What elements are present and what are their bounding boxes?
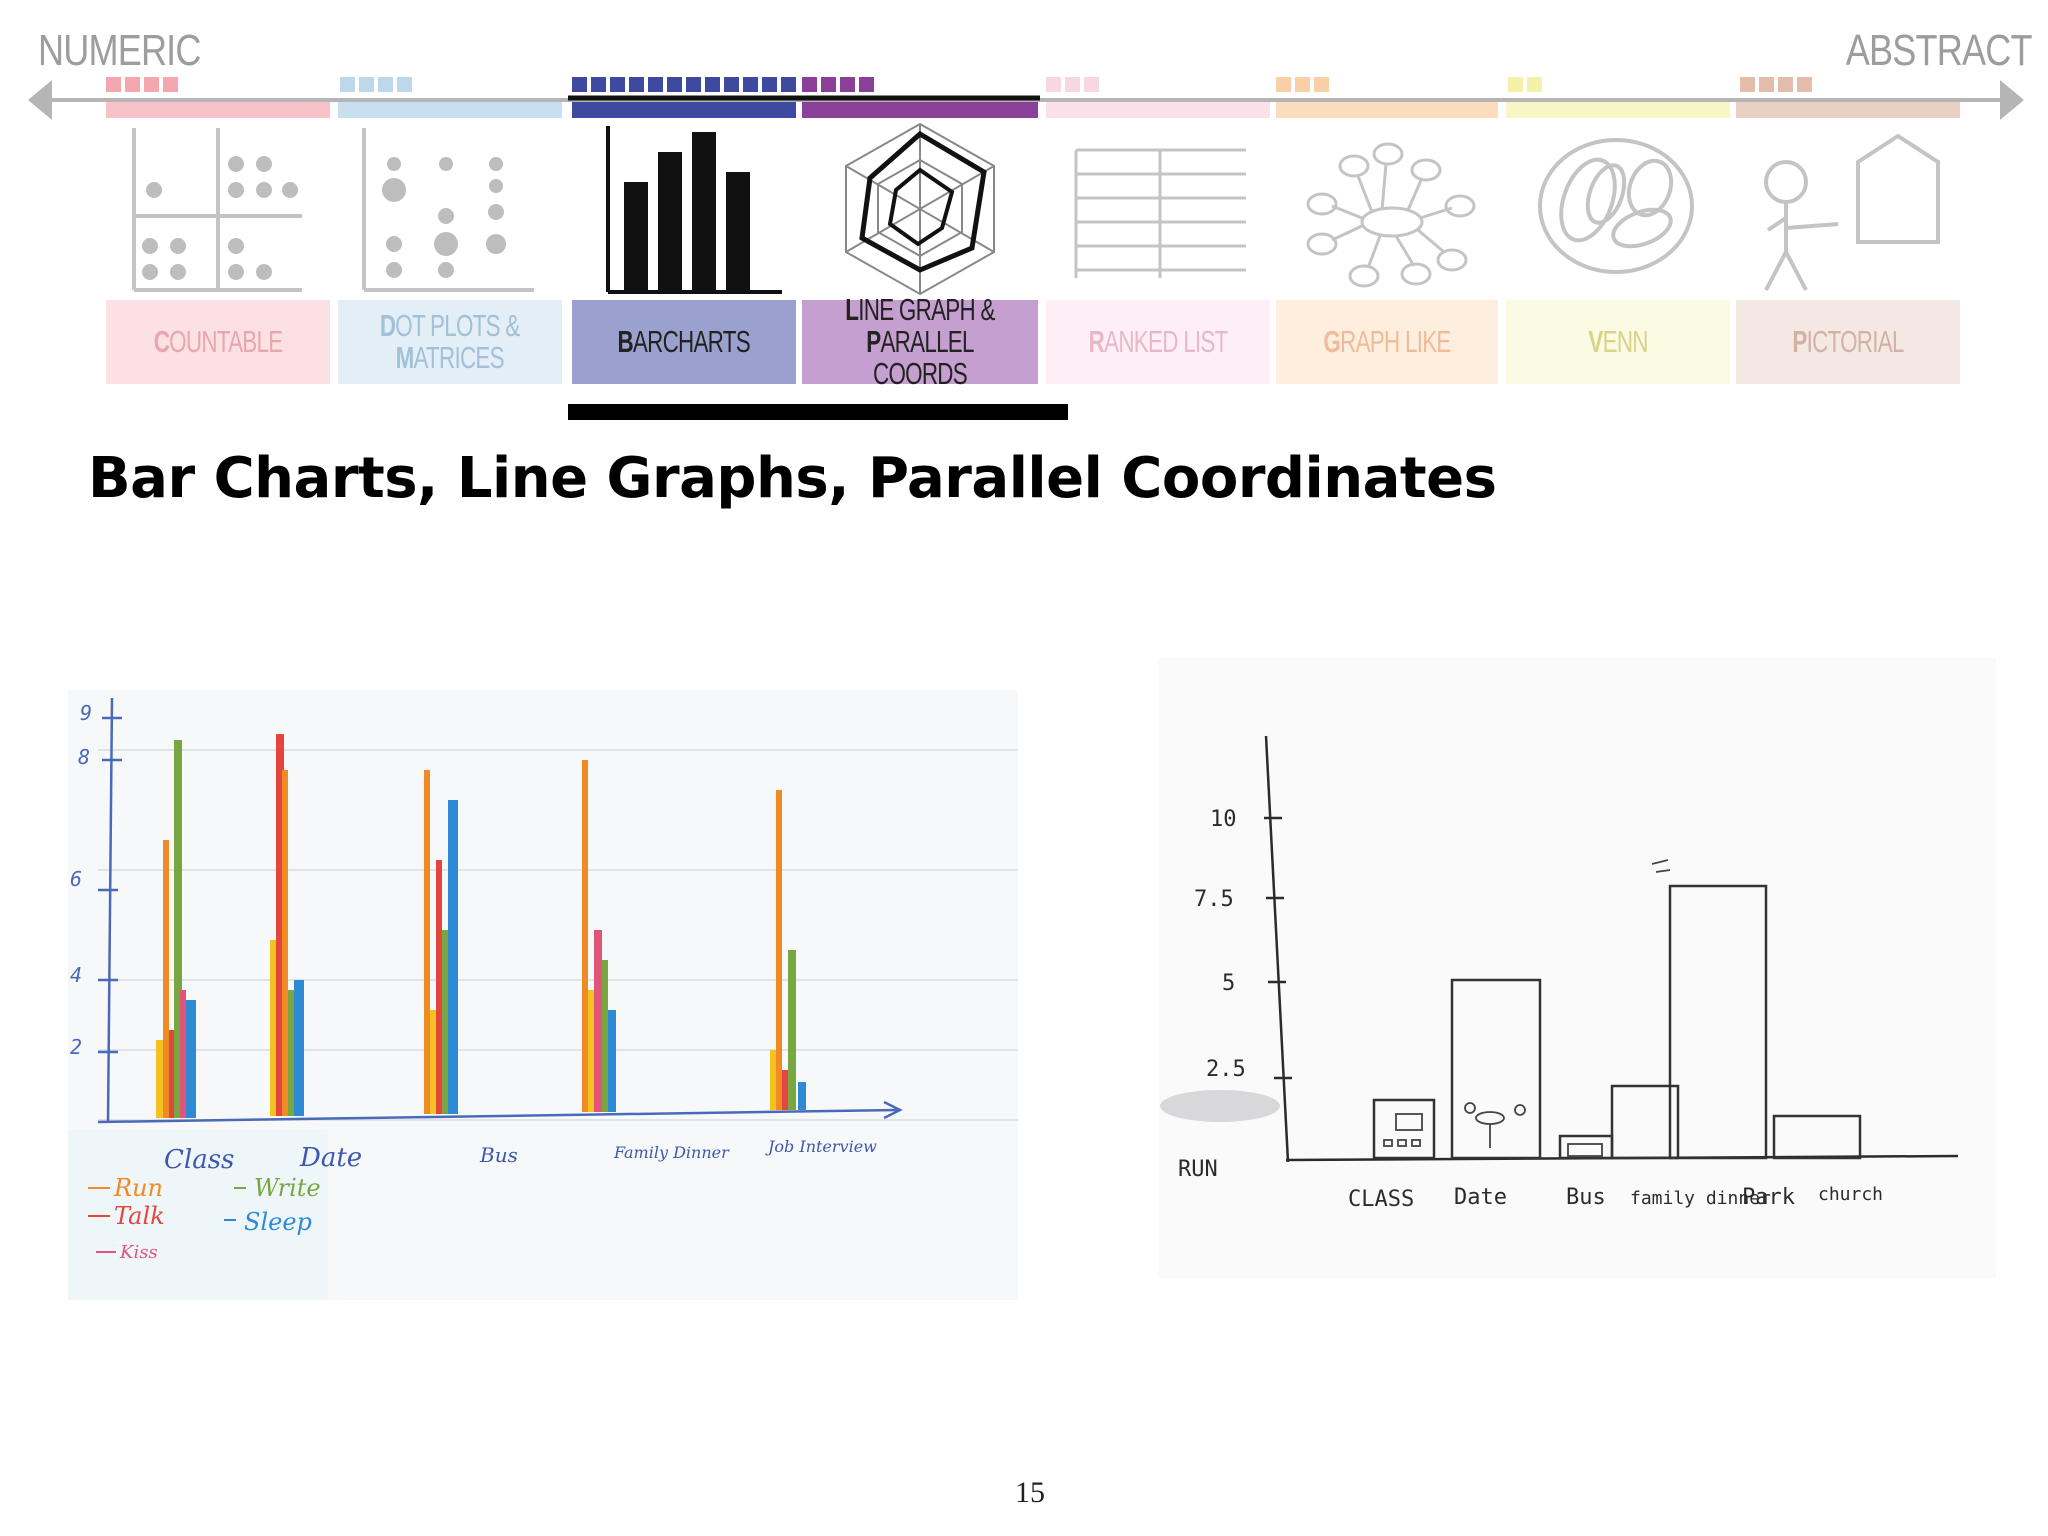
- right-x-label: Park: [1742, 1185, 1795, 1210]
- right-y-tick: 5: [1222, 971, 1235, 996]
- sketch-bar-group-date: [270, 734, 304, 1116]
- category-label-venn: VENN: [1588, 324, 1648, 359]
- left-legend: Run Talk Kiss Write Sleep: [88, 1174, 321, 1263]
- right-x-label: family dinner: [1630, 1188, 1771, 1209]
- barcharts-squares: [572, 77, 796, 92]
- line-graph-bar: [802, 102, 1038, 118]
- right-y-tick: 2.5: [1206, 1057, 1246, 1082]
- right-x-label: Bus: [1566, 1185, 1606, 1210]
- barcharts-bar: [572, 102, 796, 118]
- legend-talk: Talk: [114, 1202, 165, 1230]
- category-label-pictorial: PICTORIAL: [1792, 324, 1904, 359]
- countable-bar: [106, 102, 330, 118]
- sketch-bar-group-family-dinner: [582, 760, 616, 1112]
- sketch-colored-bar-chart: 9 8 6 4 2: [68, 690, 1018, 1300]
- left-y-tick: 4: [70, 963, 82, 987]
- ranked-list-table-icon: [1074, 148, 1246, 278]
- right-x-label: church: [1818, 1184, 1883, 1205]
- left-y-tick: 9: [80, 701, 92, 725]
- sketch-doodles: [1383, 859, 1671, 1157]
- category-label-line-graph: LINE GRAPH & PARALLEL COORDS: [845, 292, 995, 391]
- dot-plots-bar: [338, 102, 562, 118]
- legend-sleep: Sleep: [244, 1208, 312, 1236]
- left-y-tick: 2: [70, 1035, 82, 1059]
- countable-dots-quadrant-icon: [132, 128, 302, 292]
- sketch-bar-church: [1772, 1114, 1862, 1160]
- page-number: 15: [1015, 1476, 1045, 1509]
- sketch-bar-park: [1668, 884, 1768, 1160]
- right-y-tick: 10: [1210, 807, 1237, 832]
- dot-plots-squares: [340, 77, 412, 92]
- sketch-pencil-bar-chart: 10 7.5 5 2.5 RUN CLASS Date Bus family d…: [1158, 658, 1996, 1278]
- bar-chart-icon: [606, 126, 782, 294]
- graph-like-label-bg: [1276, 300, 1498, 384]
- left-y-tick: 6: [70, 867, 82, 891]
- highlight-underline: [568, 404, 1068, 420]
- line-graph-squares: [802, 77, 874, 92]
- sketch-bar-family-dinner: [1610, 1084, 1680, 1160]
- venn-squares: [1508, 77, 1542, 92]
- right-y-tick: 7.5: [1194, 887, 1234, 912]
- ranked-list-squares: [1046, 77, 1099, 92]
- left-x-label: Class: [164, 1145, 234, 1175]
- category-scale: [28, 77, 2024, 420]
- category-label-countable: COUNTABLE: [153, 324, 283, 359]
- right-x-label: CLASS: [1348, 1187, 1414, 1212]
- graph-like-bar: [1276, 102, 1498, 118]
- abstract-label: ABSTRACT: [1846, 26, 2033, 75]
- dot-plots-label-bg: [338, 300, 562, 384]
- left-x-label: Date: [299, 1143, 362, 1173]
- category-label-dot-plots: DOT PLOTS & MATRICES: [380, 308, 520, 375]
- countable-label-bg: [106, 300, 330, 384]
- venn-diagram-icon: [1538, 138, 1694, 274]
- radar-chart-icon: [845, 122, 995, 296]
- category-label-graph-like: GRAPH LIKE: [1323, 324, 1451, 359]
- right-x-label: Date: [1454, 1185, 1507, 1210]
- slide-title: Bar Charts, Line Graphs, Parallel Coordi…: [88, 446, 1497, 511]
- pictorial-squares: [1740, 77, 1812, 92]
- left-x-label: Bus: [479, 1143, 518, 1167]
- left-x-label: Job Interview: [765, 1137, 877, 1156]
- category-label-barcharts: BARCHARTS: [617, 324, 751, 359]
- legend-write: Write: [254, 1174, 321, 1202]
- ranked-list-bar: [1046, 102, 1270, 118]
- sketch-bar-group-bus: [424, 770, 458, 1114]
- sketch-bar-group-class: [156, 740, 196, 1118]
- right-y-axis-label: RUN: [1178, 1157, 1218, 1182]
- left-x-label: Family Dinner: [613, 1143, 730, 1162]
- stick-figure-house-icon: [1764, 133, 1940, 291]
- venn-bar: [1506, 102, 1730, 118]
- node-graph-icon: [1306, 142, 1476, 288]
- legend-kiss: Kiss: [119, 1242, 158, 1263]
- graph-like-squares: [1276, 77, 1329, 92]
- barcharts-label-bg: [572, 300, 796, 384]
- legend-run: Run: [113, 1174, 163, 1202]
- left-y-tick: 8: [78, 745, 90, 769]
- ranked-list-label-bg: [1046, 300, 1270, 384]
- sketch-bar-group-job-interview: [770, 790, 806, 1110]
- line-graph-label-bg: [802, 300, 1038, 384]
- pictorial-label-bg: [1736, 300, 1960, 384]
- countable-squares: [106, 77, 178, 92]
- dot-plot-matrix-icon: [362, 128, 534, 292]
- category-label-ranked-list: RANKED LIST: [1088, 324, 1229, 359]
- numeric-label: NUMERIC: [38, 26, 201, 75]
- pictorial-bar: [1736, 102, 1960, 118]
- sketch-bar-date: [1450, 978, 1542, 1160]
- venn-label-bg: [1506, 300, 1730, 384]
- sketch-bar-class: [1372, 1098, 1436, 1160]
